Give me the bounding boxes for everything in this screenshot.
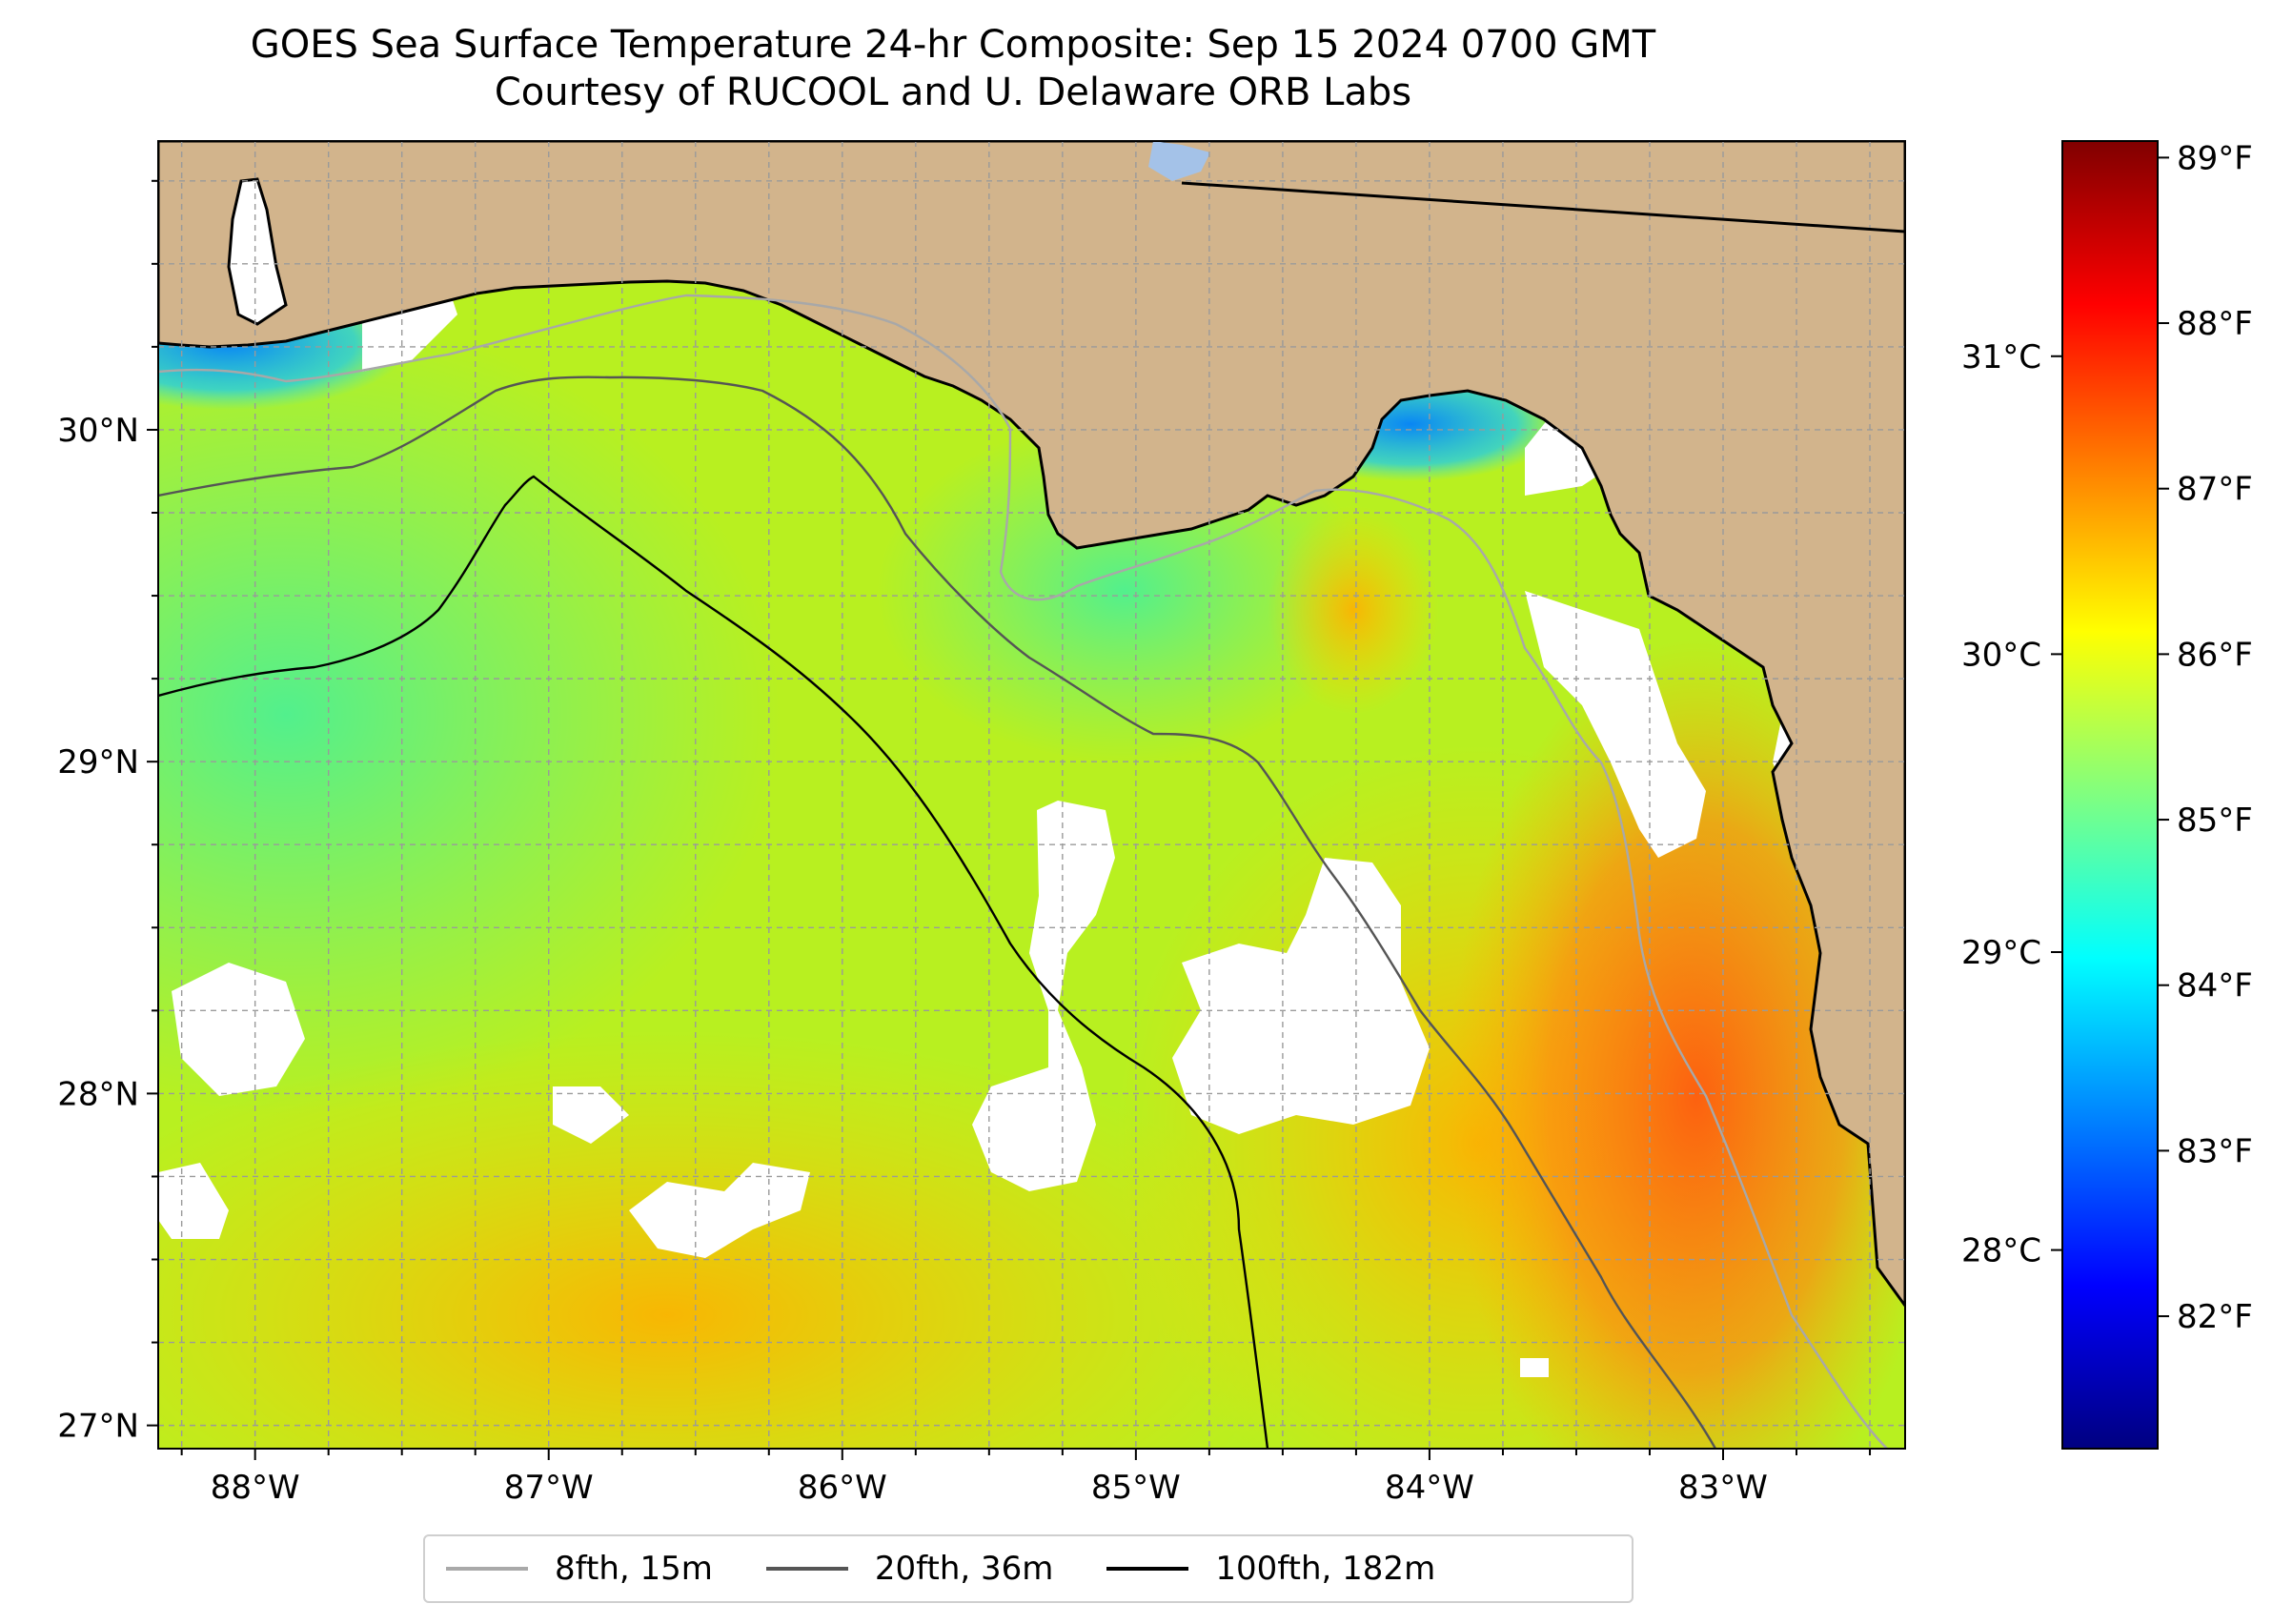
map-area xyxy=(158,141,1905,1449)
lon-tick-label: 85°W xyxy=(1091,1469,1181,1507)
chart-title: GOES Sea Surface Temperature 24-hr Compo… xyxy=(0,21,1906,116)
lon-tick-label: 86°W xyxy=(798,1469,887,1507)
legend-swatch-100fth xyxy=(1106,1567,1189,1571)
colorbar-f-label: 83°F xyxy=(2177,1132,2253,1170)
isobaths xyxy=(158,294,1888,1449)
state-border xyxy=(1181,181,1905,233)
legend-item-20fth: 20fth, 36m xyxy=(765,1550,1054,1588)
colorbar-f-label: 85°F xyxy=(2177,802,2253,840)
longitude-ticks: 88°W 87°W 86°W 85°W 84°W 83°W xyxy=(180,1449,1872,1507)
lon-tick-label: 87°W xyxy=(504,1469,594,1507)
legend-item-100fth: 100fth, 182m xyxy=(1106,1550,1435,1588)
colorbar-c-label: 29°C xyxy=(1961,934,2041,972)
colorbar-f-label: 82°F xyxy=(2177,1298,2253,1336)
lat-tick-label: 28°N xyxy=(57,1075,139,1113)
colorbar-c-label: 30°C xyxy=(1961,636,2041,674)
lon-tick-label: 83°W xyxy=(1678,1469,1768,1507)
colorbar-c-label: 28°C xyxy=(1961,1232,2041,1270)
colorbar-celsius-ticks: 28°C 29°C 30°C 31°C xyxy=(1961,338,2062,1270)
legend-label-100fth: 100fth, 182m xyxy=(1215,1550,1436,1588)
legend-label-8fth: 8fth, 15m xyxy=(555,1550,713,1588)
isobath-100fth xyxy=(158,475,1269,1449)
legend-swatch-20fth xyxy=(765,1567,848,1571)
lon-tick-label: 84°W xyxy=(1385,1469,1474,1507)
colorbar-f-label: 87°F xyxy=(2177,471,2253,509)
lat-tick-label: 30°N xyxy=(57,412,139,450)
colorbar xyxy=(2061,140,2159,1450)
colorbar-f-label: 89°F xyxy=(2177,139,2253,177)
legend-item-8fth: 8fth, 15m xyxy=(446,1550,713,1588)
title-line-2: Courtesy of RUCOOL and U. Delaware ORB L… xyxy=(494,71,1412,114)
map-frame xyxy=(157,140,1906,1450)
sst-cool-west xyxy=(158,315,781,1115)
lat-tick-label: 27°N xyxy=(57,1408,139,1446)
latitude-ticks: 27°N 28°N 29°N 30°N xyxy=(57,179,158,1446)
land xyxy=(158,141,1905,1309)
colorbar-f-label: 84°F xyxy=(2177,967,2253,1005)
isobath-legend: 8fth, 15m 20fth, 36m 100fth, 182m xyxy=(423,1534,1634,1603)
colorbar-f-label: 86°F xyxy=(2177,636,2253,674)
colorbar-f-label: 88°F xyxy=(2177,305,2253,343)
graticule xyxy=(158,141,1905,1449)
isobath-20fth xyxy=(158,376,1717,1449)
sst-warm-bigbend xyxy=(1268,505,1439,715)
legend-label-20fth: 20fth, 36m xyxy=(874,1550,1054,1588)
legend-swatch-8fth xyxy=(446,1567,528,1571)
lon-tick-label: 88°W xyxy=(211,1469,300,1507)
isobath-8fth xyxy=(158,294,1888,1449)
lat-tick-label: 29°N xyxy=(57,743,139,782)
title-line-1: GOES Sea Surface Temperature 24-hr Compo… xyxy=(250,23,1656,67)
colorbar-c-label: 31°C xyxy=(1961,338,2041,376)
colorbar-fahrenheit-ticks: 82°F 83°F 84°F 85°F 86°F 87°F 88°F 89°F xyxy=(2158,139,2253,1336)
